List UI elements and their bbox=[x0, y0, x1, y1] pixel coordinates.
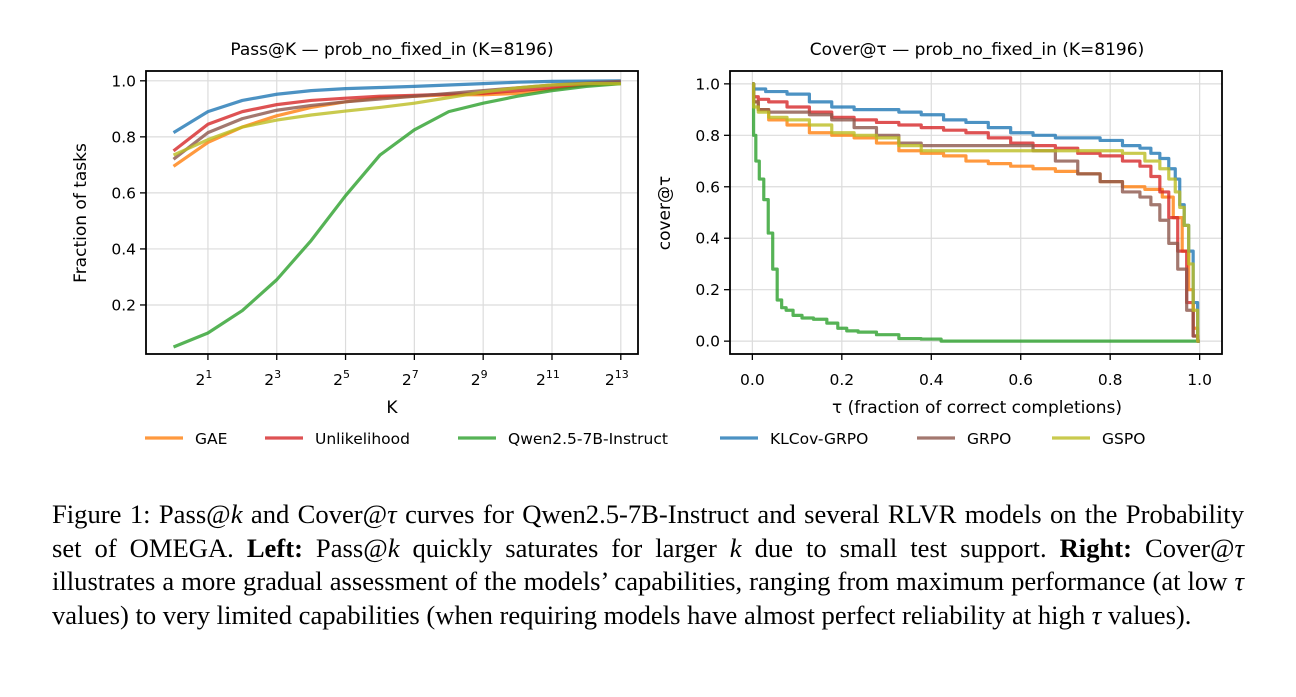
caption-math-symbol: k bbox=[729, 532, 742, 563]
pass-at-k-title: Pass@K — prob_no_fixed_in (K=8196) bbox=[230, 40, 553, 60]
cover-at-tau-line-unlikelihood bbox=[751, 82, 1200, 343]
pass-at-k-y-tick-label: 1.0 bbox=[111, 72, 136, 90]
cover-at-tau-y-tick-label: 0.8 bbox=[695, 127, 720, 145]
pass-at-k-axes-frame bbox=[145, 70, 639, 355]
caption-text: due to small test support. bbox=[741, 532, 1060, 563]
caption-math-symbol: τ bbox=[1234, 532, 1244, 563]
pass-at-k-line-klcov-grpo bbox=[172, 79, 621, 135]
pass-at-k-x-tick-label: 23 bbox=[264, 368, 281, 389]
pass-at-k-line-grpo bbox=[172, 79, 621, 161]
cover-at-tau-series bbox=[751, 82, 1200, 343]
legend-label: GRPO bbox=[967, 430, 1011, 448]
pass-at-k-x-ticks: 21 23 25 27 29 211 213 bbox=[195, 354, 629, 389]
cover-at-tau-x-tick-label: 1.0 bbox=[1187, 371, 1212, 389]
figure: Pass@K — prob_no_fixed_in (K=8196) 0.20.… bbox=[71, 40, 1223, 448]
pass-at-k-series bbox=[172, 79, 621, 349]
cover-at-tau-y-tick-label: 0.6 bbox=[695, 178, 720, 196]
caption-math-symbol: τ bbox=[1234, 566, 1244, 596]
caption-text: values) to very limited capabilities (wh… bbox=[52, 599, 1092, 630]
caption-text: curves for Qwen2.5-7B-Instruct and sever… bbox=[52, 499, 1244, 563]
legend-item-qwen2-5-7b-instruct: Qwen2.5-7B-Instruct bbox=[458, 430, 668, 448]
cover-at-tau-x-tick-label: 0.4 bbox=[919, 371, 944, 389]
cover-at-tau-x-label: τ (fraction of correct completions) bbox=[832, 398, 1122, 418]
figure-caption: Figure 1: Pass@k and Cover@τ curves for … bbox=[52, 498, 1244, 632]
legend-label: KLCov-GRPO bbox=[770, 430, 868, 448]
cover-at-tau-x-tick-label: 0.2 bbox=[829, 371, 854, 389]
pass-at-k-y-ticks: 0.2 0.4 0.6 0.8 1.0 bbox=[111, 72, 146, 314]
caption-text: Pass@ bbox=[302, 532, 388, 563]
caption-text: quickly saturates for larger bbox=[399, 532, 730, 563]
cover-at-tau-panel: Cover@τ — prob_no_fixed_in (K=8196) 0.00… bbox=[655, 40, 1223, 418]
cover-at-tau-y-ticks: 0.0 0.2 0.4 0.6 0.8 1.0 bbox=[695, 75, 730, 351]
pass-at-k-x-tick-label: 211 bbox=[536, 368, 560, 389]
pass-at-k-panel: Pass@K — prob_no_fixed_in (K=8196) 0.20.… bbox=[71, 40, 639, 418]
cover-at-tau-axes-frame bbox=[729, 70, 1223, 355]
cover-at-tau-y-label: cover@τ bbox=[655, 176, 675, 251]
pass-at-k-y-tick-label: 0.4 bbox=[111, 240, 136, 258]
pass-at-k-y-tick-label: 0.8 bbox=[111, 128, 136, 146]
cover-at-tau-line-qwen2-5-7b-instruct bbox=[751, 82, 1200, 343]
cover-at-tau-x-tick-label: 0.8 bbox=[1098, 371, 1123, 389]
cover-at-tau-y-tick-label: 0.0 bbox=[695, 333, 720, 351]
cover-at-tau-x-tick-label: 0.6 bbox=[1008, 371, 1033, 389]
legend-item-gspo: GSPO bbox=[1052, 430, 1145, 448]
legend-item-grpo: GRPO bbox=[917, 430, 1011, 448]
pass-at-k-x-tick-label: 213 bbox=[605, 368, 629, 389]
pass-at-k-x-tick-label: 29 bbox=[471, 368, 488, 389]
cover-at-tau-title: Cover@τ — prob_no_fixed_in (K=8196) bbox=[810, 40, 1144, 60]
cover-at-tau-x-tick-label: 0.0 bbox=[740, 371, 765, 389]
caption-math-symbol: k bbox=[230, 499, 243, 529]
pass-at-k-x-tick-label: 21 bbox=[195, 368, 212, 389]
legend-item-gae: GAE bbox=[145, 430, 227, 448]
cover-at-tau-y-tick-label: 0.4 bbox=[695, 230, 720, 248]
pass-at-k-x-tick-label: 25 bbox=[333, 368, 350, 389]
pass-at-k-y-tick-label: 0.2 bbox=[111, 296, 136, 314]
legend-item-klcov-grpo: KLCov-GRPO bbox=[720, 430, 868, 448]
caption-text: illustrates a more gradual assessment of… bbox=[52, 566, 1235, 596]
pass-at-k-y-tick-label: 0.6 bbox=[111, 184, 136, 202]
caption-text: values). bbox=[1101, 599, 1192, 630]
caption-text: and Cover@ bbox=[242, 499, 388, 529]
caption-bold-text: Left: bbox=[246, 532, 303, 563]
legend-item-unlikelihood: Unlikelihood bbox=[265, 430, 410, 448]
pass-at-k-gridlines bbox=[146, 71, 638, 354]
cover-at-tau-line-klcov-grpo bbox=[751, 82, 1200, 343]
caption-math-symbol: τ bbox=[1091, 599, 1102, 630]
caption-text: Figure 1: Pass@ bbox=[52, 499, 231, 529]
legend-label: GSPO bbox=[1102, 430, 1145, 448]
caption-math-symbol: τ bbox=[387, 499, 397, 529]
cover-at-tau-y-tick-label: 0.2 bbox=[695, 281, 720, 299]
pass-at-k-line-unlikelihood bbox=[172, 80, 621, 153]
pass-at-k-line-qwen2-5-7b-instruct bbox=[172, 82, 621, 349]
legend-label: GAE bbox=[195, 430, 227, 448]
caption-bold-text: Right: bbox=[1059, 532, 1132, 563]
legend-label: Unlikelihood bbox=[315, 430, 410, 448]
legend-label: Qwen2.5-7B-Instruct bbox=[508, 430, 668, 448]
cover-at-tau-y-tick-label: 1.0 bbox=[695, 75, 720, 93]
caption-text: Cover@ bbox=[1132, 532, 1235, 563]
pass-at-k-x-label: K bbox=[386, 398, 398, 418]
legend: GAE Unlikelihood Qwen2.5-7B-Instruct KLCov-… bbox=[145, 430, 1145, 448]
pass-at-k-line-gspo bbox=[172, 82, 621, 157]
pass-at-k-x-tick-label: 27 bbox=[402, 368, 419, 389]
cover-at-tau-line-gspo bbox=[751, 82, 1200, 343]
pass-at-k-y-label: Fraction of tasks bbox=[71, 143, 91, 283]
cover-at-tau-x-ticks: 0.0 0.2 0.4 0.6 0.8 1.0 bbox=[740, 354, 1212, 389]
caption-math-symbol: k bbox=[387, 532, 400, 563]
